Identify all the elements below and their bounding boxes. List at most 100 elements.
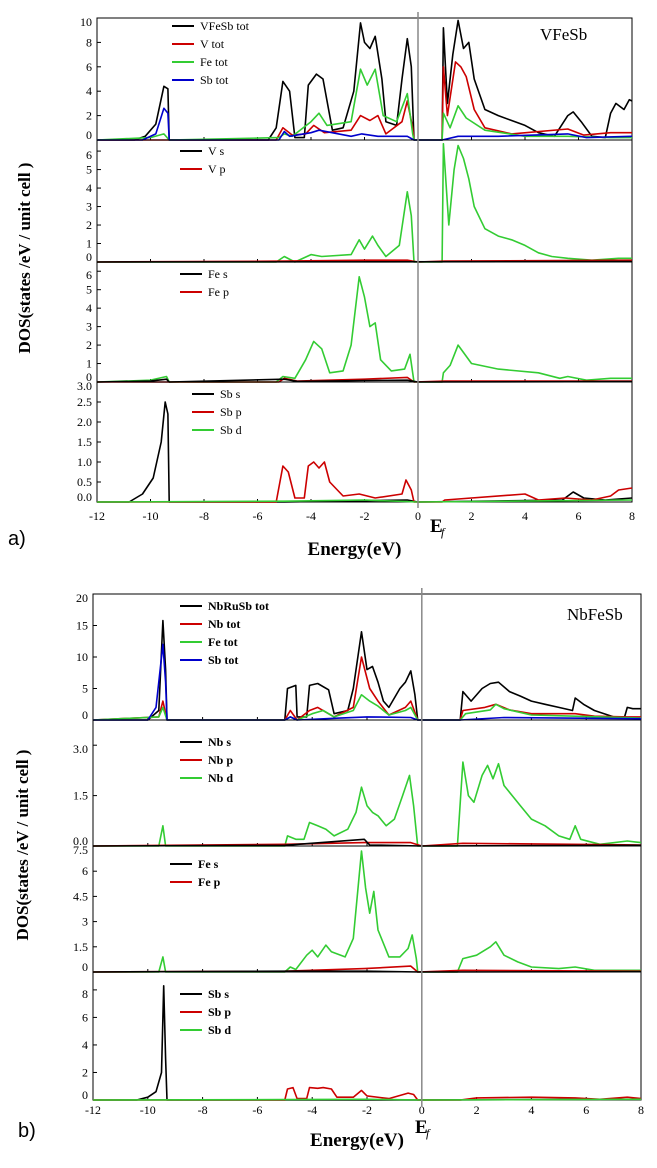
fig-a-panel-sb-legend-sb-p: Sb p	[220, 405, 242, 419]
fig-a-panel-total-legend-v-tot: V tot	[200, 37, 225, 51]
fig-b-panel-total-series-sb-tot	[93, 643, 642, 721]
fig-b-xtick-label: -2	[362, 1103, 372, 1117]
fig-b-panel-fe-legend-fe-p: Fe p	[198, 875, 221, 889]
fig-a-panel-total-ytick-label: 10	[80, 15, 92, 29]
fig-b-xtick-label: 8	[638, 1103, 644, 1117]
fig-a-panel-sb-series-sb-p	[97, 461, 633, 503]
fig-b-panel-total-legend-sb-tot: Sb tot	[208, 653, 238, 667]
fig-b-ylabel: DOS(states /eV / unit cell )	[13, 750, 32, 941]
fig-b-panel-sb-frame	[92, 971, 642, 1101]
fig-a-ef-label: E	[430, 516, 443, 537]
fig-b-material-label: NbFeSb	[567, 605, 623, 624]
fig-a-panel-fe-legend-fe-s: Fe s	[208, 267, 228, 281]
fig-b-panel-sb-ytick-label: 6	[82, 1010, 88, 1024]
fig-a-panel-v-series-v-d	[97, 142, 632, 263]
fig-b-panel-total-legend-fe-tot: Fe tot	[208, 635, 238, 649]
fig-a-panel-fe-ytick-label: 2	[86, 338, 92, 352]
fig-a-panel-fe-frame	[96, 261, 633, 383]
fig-b-panel-nb-ytick-label: 1.5	[73, 789, 88, 803]
fig-a-xtick-label: 4	[522, 509, 528, 523]
fig-a-panel-sb-ytick-label: 1.0	[77, 455, 92, 469]
fig-a-panel-fe-ytick-label: 1	[86, 357, 92, 371]
fig-a-panel-v-ytick-label: 5	[86, 163, 92, 177]
fig-b-panel-total-legend-nb-tot: Nb tot	[208, 617, 240, 631]
fig-a-panel-sb-legend-sb-s: Sb s	[220, 387, 241, 401]
fig-b-xtick-label: -6	[252, 1103, 262, 1117]
fig-b-xtick-label: -10	[140, 1103, 156, 1117]
fig-b-panel-fe-ytick-label: 6	[82, 864, 88, 878]
fig-a-panel-v-ytick-label: 6	[86, 148, 92, 162]
fig-b-xtick-label: -12	[85, 1103, 101, 1117]
fig-a-panel-sb-frame	[96, 381, 633, 503]
fig-a-panel-fe-ytick-label: 3	[86, 320, 92, 334]
fig-a-panel-sb-legend-sb-d: Sb d	[220, 423, 242, 437]
fig-b-panel-total-frame	[92, 593, 642, 721]
fig-a-xtick-label: 0	[415, 509, 421, 523]
fig-a-xtick-label: -4	[306, 509, 316, 523]
fig-b-panel-nb-frame	[92, 719, 642, 847]
fig-b-panel-total-series-nbrusb-tot	[93, 619, 641, 721]
fig-b-panel-fe-ytick-label: 0	[82, 960, 88, 974]
fig-a-panel-fe-series-fe-d	[96, 275, 632, 383]
fig-a-panel-total-ytick-label: 6	[86, 60, 92, 74]
fig-a-panel-total-legend-vfesb-tot: VFeSb tot	[200, 19, 250, 33]
fig-a-panel-v-ytick-label: 4	[86, 181, 92, 195]
fig-a-panel-sb-ytick-label: 0.0	[77, 490, 92, 504]
fig-a-xtick-label: 6	[576, 509, 582, 523]
fig-b-panel-total-legend-nbrusb-tot: NbRuSb tot	[208, 599, 269, 613]
fig-b-panel-sb-ytick-label: 8	[82, 987, 88, 1001]
fig-a-panel-sb-ytick-label: 0.5	[77, 475, 92, 489]
fig-b-panel-sb-ytick-label: 0	[82, 1088, 88, 1102]
fig-a-panel-sb-series-sb-d	[96, 499, 633, 503]
fig-a-panel-fe-ytick-label: 6	[86, 268, 92, 282]
fig-b-panel-sb-legend-sb-s: Sb s	[208, 987, 229, 1001]
fig-b-panel-sb-series-sb-d	[92, 1098, 642, 1101]
fig-b-panel-total-ytick-label: 15	[76, 619, 88, 633]
fig-a-xtick-label: 2	[469, 509, 475, 523]
fig-b-panel-sb-series-sb-s	[93, 984, 642, 1101]
fig-b-panel-fe-ytick-label: 3	[82, 915, 88, 929]
fig-a-panel-total-ytick-label: 2	[86, 109, 92, 123]
fig-b-panel-fe-ytick-label: 1.5	[73, 940, 88, 954]
fig-b-ef-label: E	[415, 1117, 428, 1138]
fig-b-panel-total-ytick-label: 5	[82, 682, 88, 696]
fig-a-panel-fe-legend-fe-p: Fe p	[208, 285, 229, 299]
fig-a-panel-v-legend-v-p: V p	[208, 162, 225, 176]
fig-a-panel-total-ytick-label: 8	[86, 35, 92, 49]
fig-b-xtick-label: 0	[419, 1103, 425, 1117]
fig-b-panel-sb-series-sb-p	[93, 1086, 642, 1101]
fig-b-panel-nb-series-nb-p	[92, 841, 642, 847]
fig-b-panel-nb-legend-nb-d: Nb d	[208, 771, 233, 785]
fig-a-panel-v-ytick-label: 2	[86, 218, 92, 232]
fig-a-panel-sb-series-sb-s	[97, 401, 633, 503]
figure-b-label: b)	[18, 1120, 36, 1142]
fig-b-panel-fe-series-fe-d	[93, 850, 641, 973]
fig-b-panel-sb-legend-sb-d: Sb d	[208, 1023, 231, 1037]
fig-a-xtick-label: -12	[89, 509, 105, 523]
fig-a-xtick-label: -10	[143, 509, 159, 523]
fig-a-panel-total-legend-fe-tot: Fe tot	[200, 55, 228, 69]
fig-a-panel-fe-series-fe-s	[96, 378, 633, 383]
fig-b-panel-fe-legend-fe-s: Fe s	[198, 857, 219, 871]
fig-a-panel-sb-ytick-label: 1.5	[77, 435, 92, 449]
fig-b-panel-sb-ytick-label: 2	[82, 1065, 88, 1079]
fig-b-panel-nb-ytick-label: 3.0	[73, 742, 88, 756]
fig-a-xlabel: Energy(eV)	[308, 539, 402, 560]
fig-b-ef-sub: f	[426, 1126, 431, 1140]
fig-a-panel-v-ytick-label: 0	[86, 250, 92, 264]
fig-a-panel-total-series-vfesb-tot	[97, 19, 633, 141]
fig-a-ylabel: DOS(states /eV / unit cell )	[15, 163, 34, 354]
fig-a-panel-total-ytick-label: 0	[86, 128, 92, 142]
fig-a-panel-fe-ytick-label: 4	[86, 301, 92, 315]
fig-b-panel-total-ytick-label: 0	[82, 708, 88, 722]
fig-b-xtick-label: 6	[583, 1103, 589, 1117]
fig-b-panel-nb-ytick-label: 0.0	[73, 834, 88, 848]
fig-a-xtick-label: 8	[629, 509, 635, 523]
fig-a-panel-v-ytick-label: 1	[86, 237, 92, 251]
fig-a-panel-total-series-sb-tot	[97, 107, 633, 141]
fig-a-material-label: VFeSb	[540, 25, 587, 44]
fig-a-xtick-label: -2	[360, 509, 370, 523]
fig-b-panel-total-ytick-label: 10	[76, 650, 88, 664]
fig-a-panel-v-frame	[96, 139, 633, 263]
